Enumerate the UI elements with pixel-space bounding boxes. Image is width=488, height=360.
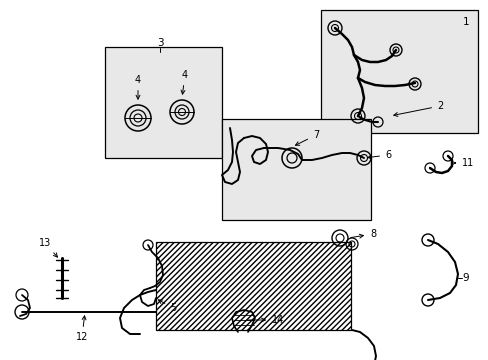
Text: 6: 6 [367,150,390,160]
Text: 7: 7 [295,130,319,145]
Bar [222,119,370,220]
Text: 14: 14 [246,315,284,325]
Text: 12: 12 [76,316,88,342]
Bar [156,242,350,330]
Bar [105,47,222,158]
Text: 2: 2 [393,101,442,116]
Text: 13: 13 [39,238,57,257]
Text: 10: 10 [0,359,1,360]
Bar [320,10,477,133]
Text: 5: 5 [158,300,176,313]
Text: 4: 4 [135,75,141,99]
Text: 8: 8 [350,229,375,239]
Text: 11: 11 [450,158,473,168]
Text: 3: 3 [156,38,163,48]
Text: 4: 4 [181,70,188,94]
Text: 9: 9 [461,273,468,283]
Text: 1: 1 [462,17,468,27]
